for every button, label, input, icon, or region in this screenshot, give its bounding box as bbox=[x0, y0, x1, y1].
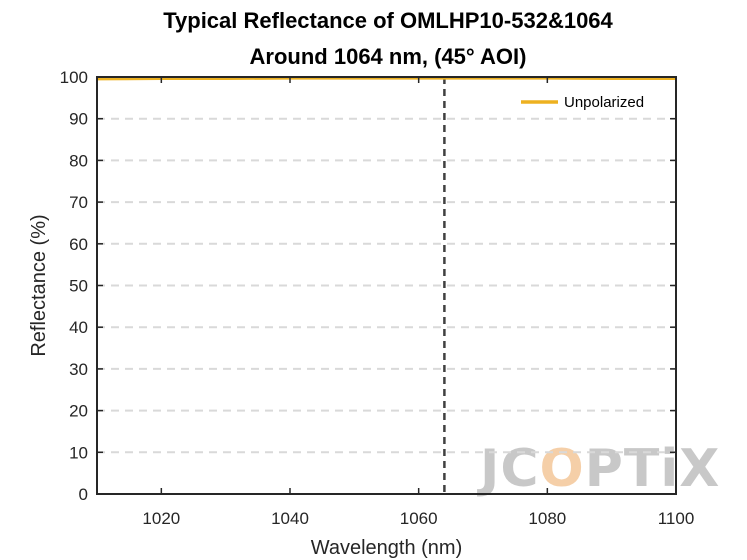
y-axis-label: Reflectance (%) bbox=[28, 214, 50, 356]
watermark-letter: J bbox=[477, 439, 500, 499]
x-tick-label-1080: 1080 bbox=[528, 509, 566, 528]
y-tick-label-90: 90 bbox=[69, 110, 88, 129]
watermark-letter: P bbox=[585, 439, 624, 499]
legend: Unpolarized bbox=[521, 94, 644, 111]
y-tick-label-10: 10 bbox=[69, 443, 88, 462]
y-tick-label-70: 70 bbox=[69, 193, 88, 212]
y-tick-label-100: 100 bbox=[60, 68, 88, 87]
watermark-letter: X bbox=[679, 439, 720, 499]
y-axis-ticks: 0 10 20 30 40 50 60 70 80 90 100 bbox=[60, 68, 676, 504]
watermark-letter: C bbox=[500, 439, 539, 499]
x-tick-label-1100: 1100 bbox=[658, 509, 695, 528]
x-tick-label-1040: 1040 bbox=[271, 509, 309, 528]
x-tick-label-1060: 1060 bbox=[400, 509, 438, 528]
watermark-letter: O bbox=[540, 439, 585, 499]
watermark-letter: i bbox=[660, 439, 679, 499]
x-tick-label-1020: 1020 bbox=[142, 509, 180, 528]
watermark-logo: JCOPTiX bbox=[477, 439, 720, 499]
y-tick-label-80: 80 bbox=[69, 151, 88, 170]
legend-label-unpolarized: Unpolarized bbox=[564, 94, 644, 111]
x-axis-ticks: 1020 1040 1060 1080 1100 bbox=[142, 77, 694, 528]
y-tick-label-0: 0 bbox=[79, 485, 88, 504]
y-tick-label-50: 50 bbox=[69, 277, 88, 296]
y-tick-label-60: 60 bbox=[69, 235, 88, 254]
watermark-letter: T bbox=[624, 439, 660, 499]
chart-title: Typical Reflectance of OMLHP10-532&1064 … bbox=[163, 8, 613, 69]
chart-title-line-1: Typical Reflectance of OMLHP10-532&1064 bbox=[163, 8, 613, 33]
y-tick-label-40: 40 bbox=[69, 318, 88, 337]
grid-lines bbox=[97, 117, 676, 454]
y-tick-label-30: 30 bbox=[69, 360, 88, 379]
y-tick-label-20: 20 bbox=[69, 402, 88, 421]
x-axis-label: Wavelength (nm) bbox=[311, 537, 463, 559]
chart-title-line-2: Around 1064 nm, (45° AOI) bbox=[250, 44, 527, 69]
watermark-text: JCOPTiX bbox=[477, 439, 720, 499]
